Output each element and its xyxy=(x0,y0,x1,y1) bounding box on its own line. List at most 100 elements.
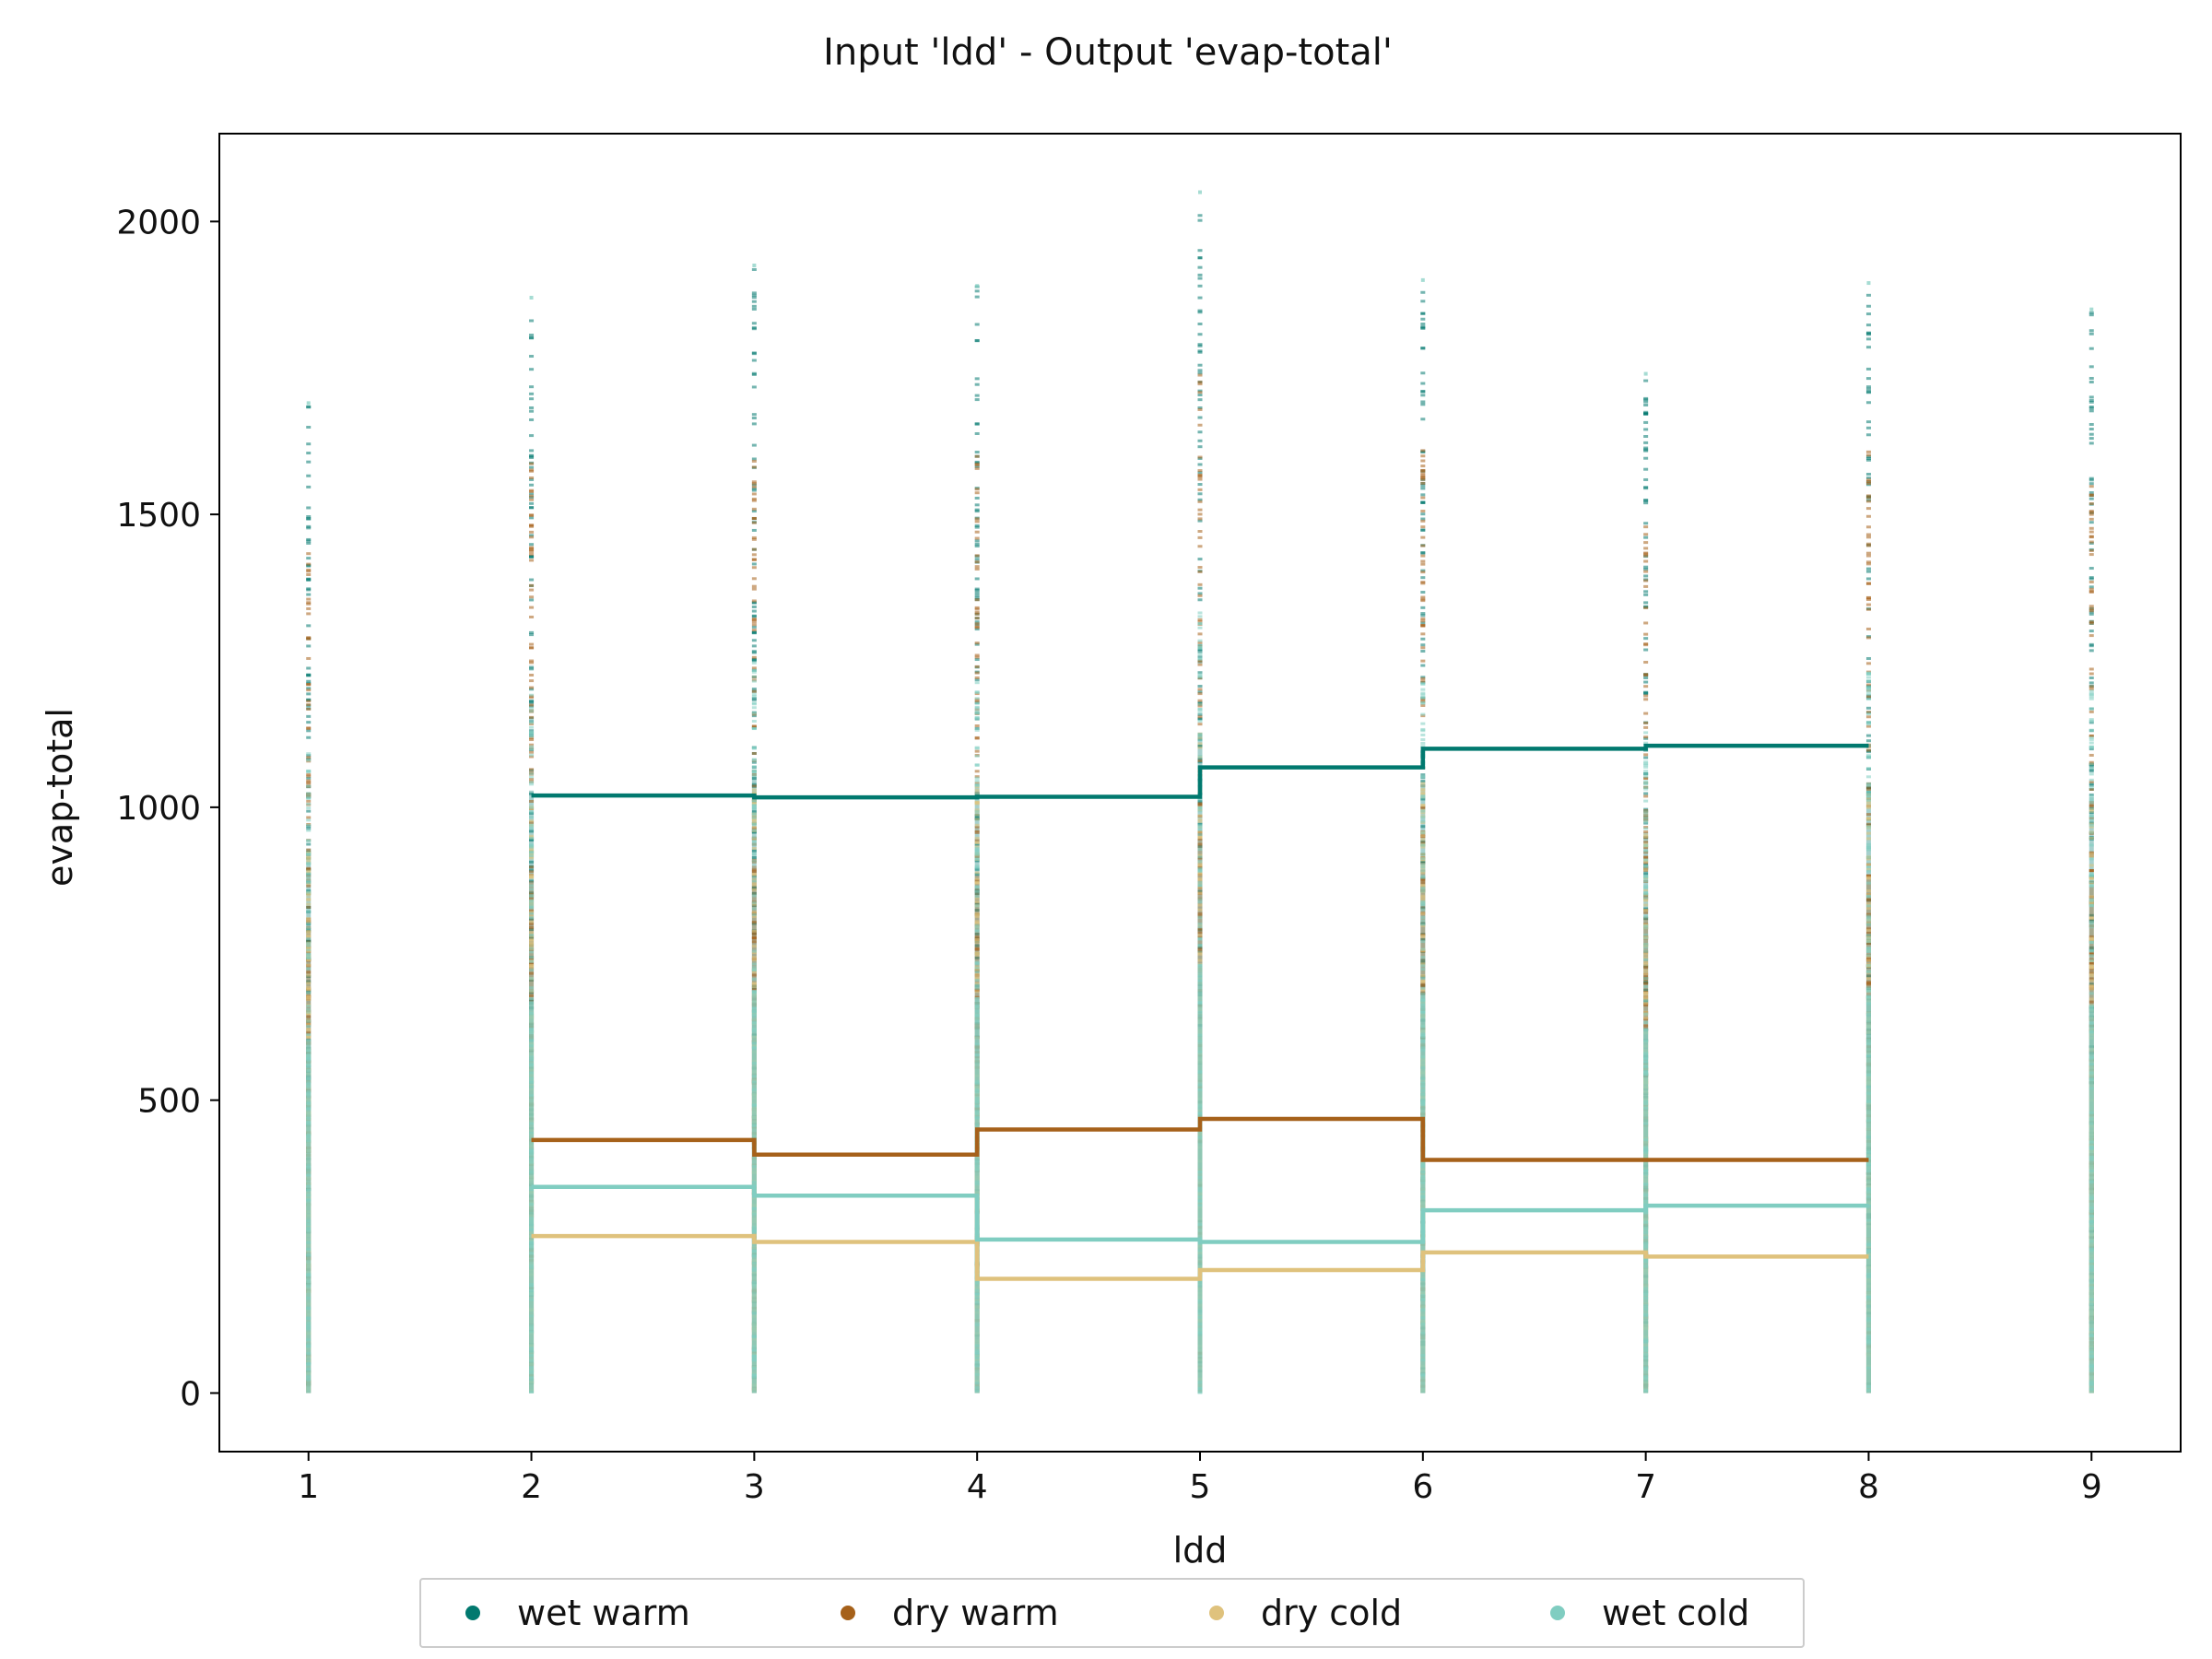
scatter-point xyxy=(1865,293,1871,297)
step-line-wet-warm xyxy=(531,743,1869,800)
scatter-point xyxy=(974,935,980,939)
scatter-point xyxy=(1865,367,1871,371)
scatter-point xyxy=(974,622,980,626)
scatter-point xyxy=(529,659,535,663)
scatter-point xyxy=(2088,1000,2094,1004)
scatter-point xyxy=(1420,659,1426,663)
scatter-point xyxy=(529,947,535,950)
scatter-point xyxy=(1420,679,1426,683)
scatter-point xyxy=(751,697,757,700)
scatter-point xyxy=(751,758,757,761)
scatter-point xyxy=(2088,882,2094,886)
scatter-point xyxy=(529,661,535,665)
scatter-point xyxy=(1197,500,1203,503)
scatter-point xyxy=(1420,474,1426,477)
scatter-point xyxy=(306,855,312,859)
scatter-point xyxy=(1197,498,1203,501)
scatter-point xyxy=(2088,800,2094,804)
legend-item-dry-cold: dry cold xyxy=(1209,1580,1402,1646)
scatter-point xyxy=(2088,959,2094,962)
scatter-point xyxy=(974,726,980,730)
scatter-point xyxy=(306,656,312,660)
scatter-point xyxy=(2088,864,2094,867)
scatter-point xyxy=(1420,624,1426,628)
scatter-point xyxy=(2088,695,2094,699)
scatter-point xyxy=(751,883,757,887)
scatter-point xyxy=(1197,699,1203,702)
legend-label-wet-cold: wet cold xyxy=(1602,1593,1750,1633)
scatter-point xyxy=(306,917,312,921)
scatter-point xyxy=(751,873,757,877)
scatter-point xyxy=(751,856,757,860)
scatter-point xyxy=(1420,677,1426,680)
scatter-point xyxy=(1643,899,1649,902)
scatter-point xyxy=(974,289,980,293)
scatter-point xyxy=(1420,919,1426,923)
scatter-point xyxy=(529,799,535,803)
scatter-point xyxy=(1643,867,1649,871)
step-line-dry-cold xyxy=(531,1233,1869,1281)
scatter-point xyxy=(974,488,980,491)
scatter-point xyxy=(2088,521,2094,524)
scatter-point xyxy=(1197,492,1203,496)
scatter-point xyxy=(974,940,980,944)
legend-item-dry-warm: dry warm xyxy=(841,1580,1059,1646)
scatter-point xyxy=(751,702,757,706)
scatter-point xyxy=(1643,661,1649,665)
scatter-point xyxy=(1420,290,1426,294)
scatter-point xyxy=(306,624,312,628)
scatter-point xyxy=(974,466,980,470)
scatter-point xyxy=(1643,865,1649,868)
scatter-point xyxy=(1420,825,1426,829)
scatter-point xyxy=(1865,496,1871,500)
scatter-point xyxy=(1643,721,1649,724)
scatter-point xyxy=(1420,617,1426,620)
scatter-point xyxy=(306,1015,312,1018)
scatter-point xyxy=(529,516,535,520)
scatter-point xyxy=(306,776,312,780)
scatter-point xyxy=(1420,650,1426,653)
scatter-point xyxy=(974,394,980,397)
scatter-point xyxy=(974,779,980,782)
scatter-point xyxy=(1643,849,1649,853)
scatter-point xyxy=(974,749,980,753)
scatter-point xyxy=(529,729,535,733)
scatter-point xyxy=(529,830,535,833)
scatter-point xyxy=(1643,960,1649,964)
scatter-point xyxy=(529,476,535,479)
scatter-point xyxy=(306,1033,312,1037)
scatter-point xyxy=(306,823,312,827)
scatter-point xyxy=(529,986,535,990)
scatter-point xyxy=(974,525,980,529)
scatter-point xyxy=(2088,585,2094,589)
scatter-point xyxy=(1643,428,1649,431)
scatter-point xyxy=(1643,725,1649,729)
scatter-point xyxy=(1643,799,1649,803)
scatter-point xyxy=(1420,481,1426,485)
scatter-point xyxy=(1197,644,1203,648)
scatter-point xyxy=(974,588,980,592)
scatter-point xyxy=(529,385,535,389)
scatter-point xyxy=(751,966,757,970)
scatter-point xyxy=(1420,571,1426,574)
scatter-point xyxy=(1865,963,1871,967)
scatter-point xyxy=(529,630,535,634)
scatter-point xyxy=(1197,937,1203,941)
scatter-point xyxy=(2088,979,2094,982)
scatter-point xyxy=(1197,944,1203,947)
scatter-point xyxy=(529,606,535,609)
scatter-point xyxy=(1420,477,1426,481)
scatter-point xyxy=(529,679,535,683)
scatter-point xyxy=(529,434,535,438)
scatter-point xyxy=(2088,497,2094,500)
scatter-point xyxy=(306,829,312,832)
scatter-point xyxy=(1865,970,1871,973)
scatter-point xyxy=(1197,711,1203,714)
scatter-point xyxy=(1420,782,1426,785)
scatter-point xyxy=(2088,954,2094,958)
scatter-point xyxy=(1420,889,1426,893)
scatter-point xyxy=(751,291,757,295)
scatter-point xyxy=(529,667,535,671)
scatter-point xyxy=(306,967,312,971)
scatter-point xyxy=(2088,747,2094,751)
